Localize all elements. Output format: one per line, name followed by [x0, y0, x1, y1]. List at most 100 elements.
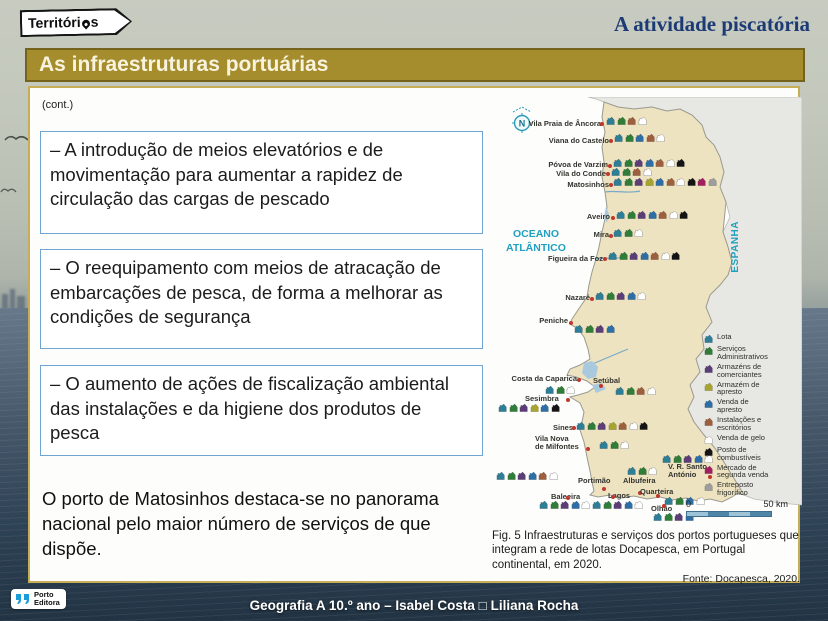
service-house-icon [704, 334, 713, 343]
service-house-icon [666, 158, 675, 167]
port-services-icons [592, 500, 643, 509]
port-label: Póvoa de Varzim [548, 160, 608, 169]
service-house-icon [704, 482, 713, 492]
service-house-icon [704, 399, 713, 409]
service-house-icon [645, 177, 654, 186]
figure-source: Fonte: Docapesca, 2020. [682, 573, 800, 586]
service-house-icon [648, 466, 657, 475]
service-house-icon [616, 291, 625, 300]
port-services-icons [539, 500, 590, 509]
portugal-map [566, 97, 802, 506]
service-house-icon [648, 210, 657, 219]
port-services-icons [496, 471, 558, 480]
service-house-icon [640, 251, 649, 260]
bird-icon [4, 135, 29, 141]
service-house-icon [655, 158, 664, 167]
legend-label: Posto de combustíveis [717, 444, 761, 462]
port-dot [566, 496, 570, 500]
service-house-icon [696, 496, 705, 505]
port-dot [656, 494, 660, 498]
service-house-icon [653, 512, 662, 521]
service-house-icon [625, 133, 634, 142]
service-house-icon [574, 324, 583, 333]
port-services-icons [576, 421, 648, 430]
service-house-icon [624, 500, 633, 509]
service-house-icon [595, 324, 604, 333]
service-house-icon [637, 210, 646, 219]
service-house-icon [551, 403, 560, 412]
bullet-box-2: – O reequipamento com meios de atracação… [40, 249, 483, 349]
port-services-icons [616, 210, 688, 219]
service-house-icon [634, 228, 643, 237]
slide-title-bar: As infraestruturas portuárias [25, 48, 805, 82]
port-services-icons [627, 466, 657, 475]
service-house-icon [671, 251, 680, 260]
service-house-icon [635, 133, 644, 142]
service-house-icon [643, 167, 652, 176]
service-house-icon [622, 167, 631, 176]
service-house-icon [679, 210, 688, 219]
port-dot [609, 234, 613, 238]
port-label: Quarteira [640, 487, 674, 496]
legend-item: Venda de apresto [704, 398, 800, 414]
scale-end: 50 km [763, 499, 788, 509]
port-dot [590, 297, 594, 301]
port-label: Lagos [608, 491, 631, 500]
service-house-icon [617, 116, 626, 125]
port-label: Vila do Conde [556, 169, 606, 178]
service-house-icon [704, 382, 713, 391]
service-house-icon [694, 454, 703, 463]
service-house-icon [627, 116, 636, 125]
service-house-icon [627, 210, 636, 219]
port-dot [611, 495, 615, 499]
service-house-icon [509, 403, 518, 412]
service-house-icon [626, 386, 635, 395]
port-services-icons [606, 116, 647, 125]
service-house-icon [597, 421, 606, 430]
service-house-icon [697, 177, 706, 186]
service-house-icon [708, 177, 717, 186]
port-dot [600, 122, 604, 126]
service-house-icon [608, 251, 617, 260]
service-house-icon [603, 500, 612, 509]
bullet-box-1: – A introdução de meios elevatórios e de… [40, 131, 483, 234]
service-house-icon [666, 177, 675, 186]
map-figure: N OCEANO ATLÂNTICO ESPANHA Vila Praia de… [492, 97, 802, 528]
service-house-icon [624, 158, 633, 167]
port-dot [609, 183, 613, 187]
port-label: Matosinhos [567, 180, 609, 189]
service-house-icon [613, 177, 622, 186]
service-house-icon [627, 466, 636, 475]
service-house-icon [616, 210, 625, 219]
service-house-icon [627, 291, 636, 300]
port-dot [566, 398, 570, 402]
port-dot [662, 504, 666, 508]
service-house-icon [498, 403, 507, 412]
port-dot [602, 487, 606, 491]
legend-label: Lota [717, 332, 732, 341]
service-house-icon [655, 177, 664, 186]
legend-item: Armazém de apresto [704, 380, 800, 397]
legend-label: Instalações e escritórios [717, 415, 762, 432]
port-dot [609, 139, 613, 143]
legend-item: Serviços Administrativos [704, 345, 800, 361]
portugal-region [566, 101, 746, 503]
port-dot [577, 378, 581, 382]
port-dot [708, 475, 712, 479]
port-services-icons [615, 386, 656, 395]
service-house-icon [595, 291, 604, 300]
port-services-icons [595, 291, 646, 300]
service-house-icon [634, 500, 643, 509]
service-house-icon [585, 324, 594, 333]
service-house-icon [610, 440, 619, 449]
service-house-icon [549, 471, 558, 480]
service-house-icon [615, 386, 624, 395]
service-house-icon [674, 512, 683, 521]
territorios-logo: Territóri s [20, 8, 133, 37]
service-house-icon [606, 324, 615, 333]
publisher-badge: Porto Editora [11, 589, 66, 609]
port-dot [608, 164, 612, 168]
port-label: V. R. Santo António [668, 462, 707, 480]
service-house-icon [704, 465, 713, 474]
port-label: Vila Nova de Milfontes [535, 434, 579, 452]
